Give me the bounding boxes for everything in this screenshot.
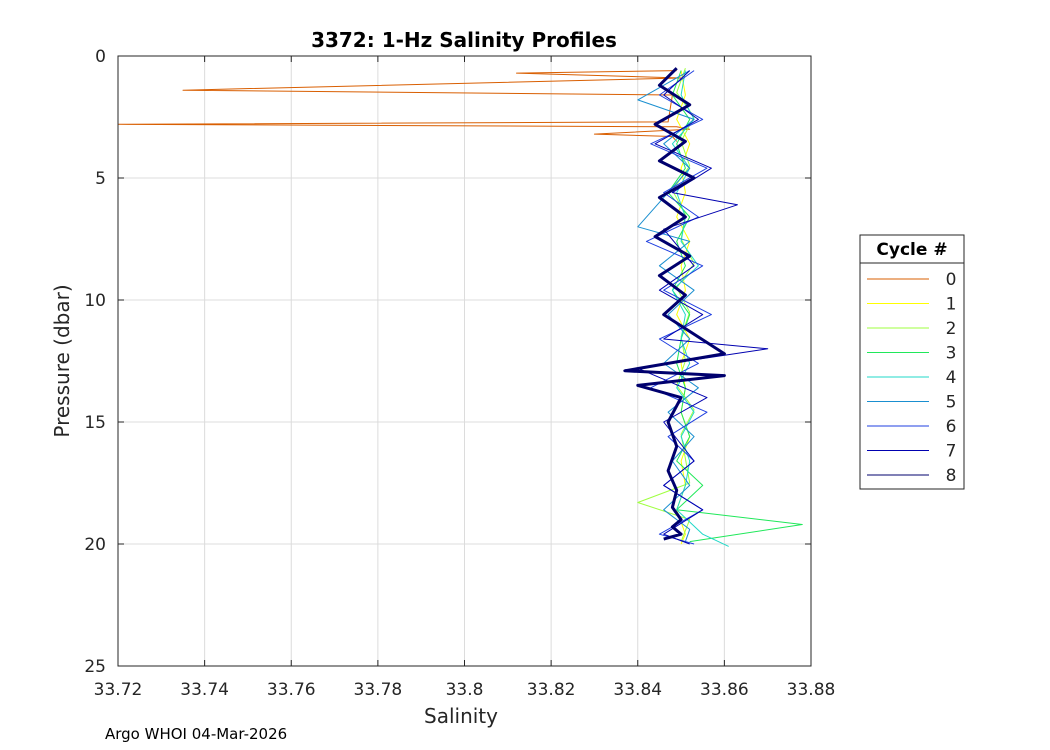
y-tick-label: 20 bbox=[84, 535, 106, 555]
y-axis-label: Pressure (dbar) bbox=[50, 284, 74, 437]
x-tick-label: 33.76 bbox=[267, 680, 316, 700]
legend-label-cycle-2: 2 bbox=[946, 319, 957, 339]
series-line-cycle-8 bbox=[623, 67, 726, 541]
x-tick-labels: 33.72 33.74 33.76 33.78 33.8 33.82 33.84 33.86 3… bbox=[94, 680, 836, 700]
x-tick-label: 33.72 bbox=[94, 680, 143, 700]
y-tick-label: 0 bbox=[95, 47, 106, 67]
legend-label-cycle-8: 8 bbox=[946, 466, 957, 486]
legend-title: Cycle # bbox=[876, 240, 947, 260]
x-tick-label: 33.78 bbox=[354, 680, 403, 700]
x-tick-label: 33.88 bbox=[787, 680, 836, 700]
x-tick-label: 33.8 bbox=[446, 680, 484, 700]
y-tick-label: 10 bbox=[84, 291, 106, 311]
series-line-cycle-3 bbox=[667, 70, 803, 543]
axis-ticks bbox=[117, 55, 812, 667]
legend-label-cycle-1: 1 bbox=[946, 295, 957, 315]
chart-title: 3372: 1-Hz Salinity Profiles bbox=[311, 28, 617, 52]
footer-credit: Argo WHOI 04-Mar-2026 bbox=[105, 725, 288, 743]
legend-box bbox=[859, 234, 965, 490]
x-axis-label: Salinity bbox=[424, 704, 498, 728]
legend-label-cycle-7: 7 bbox=[946, 442, 957, 462]
y-tick-label: 25 bbox=[84, 657, 106, 677]
series-line-cycle-2 bbox=[637, 68, 695, 542]
series-line-cycle-7 bbox=[637, 70, 769, 545]
y-tick-label: 5 bbox=[95, 169, 106, 189]
legend-label-cycle-6: 6 bbox=[946, 417, 957, 437]
series-line-cycle-4 bbox=[671, 70, 729, 547]
legend-label-cycle-3: 3 bbox=[946, 344, 957, 364]
x-tick-label: 33.86 bbox=[700, 680, 749, 700]
x-tick-label: 33.84 bbox=[613, 680, 662, 700]
x-tick-label: 33.74 bbox=[180, 680, 229, 700]
y-tick-label: 15 bbox=[84, 413, 106, 433]
legend-label-cycle-0: 0 bbox=[946, 270, 957, 290]
legend: Cycle # 0 1 2 3 4 5 6 7 8 bbox=[859, 234, 965, 490]
series-layer bbox=[117, 67, 803, 547]
y-tick-labels: 0 5 10 15 20 25 bbox=[84, 47, 106, 677]
series-line-cycle-0 bbox=[117, 70, 691, 142]
x-tick-label: 33.82 bbox=[527, 680, 576, 700]
legend-entries: 0 1 2 3 4 5 6 7 8 bbox=[867, 270, 956, 486]
legend-label-cycle-5: 5 bbox=[946, 393, 957, 413]
legend-label-cycle-4: 4 bbox=[946, 368, 957, 388]
